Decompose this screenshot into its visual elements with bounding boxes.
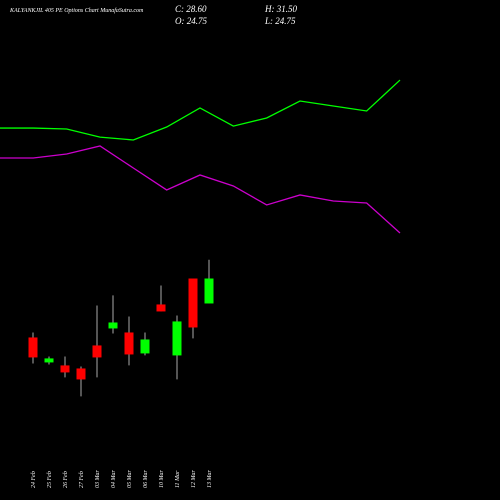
candle-body	[92, 345, 102, 358]
x-tick-label: 12 Mar	[191, 470, 197, 488]
x-tick-label: 25 Feb	[47, 471, 53, 488]
x-tick-label: 13 Mar	[207, 470, 213, 488]
x-tick-label: 27 Feb	[79, 471, 85, 488]
x-tick-label: 04 Mar	[110, 470, 117, 488]
x-tick-label: 05 Mar	[127, 470, 133, 488]
candle-body	[188, 278, 198, 328]
x-tick-label: 11 Mar	[175, 470, 181, 488]
candle-body	[156, 304, 166, 312]
close-label: C: 28.60	[175, 4, 207, 14]
high-label: H: 31.50	[264, 4, 297, 14]
candle-body	[140, 339, 150, 354]
chart-title: KALYANKJIL 405 PE Options Chart MunafaSu…	[9, 7, 144, 14]
indicator-line	[0, 145, 401, 234]
candle-body	[60, 365, 70, 373]
low-label: L: 24.75	[264, 16, 296, 26]
candle-body	[76, 368, 86, 380]
x-tick-label: 03 Mar	[95, 470, 101, 488]
candle-body	[44, 358, 54, 363]
candle-body	[172, 321, 182, 356]
x-tick-label: 24 Feb	[30, 471, 37, 488]
candle-body	[204, 278, 214, 304]
open-label: O: 24.75	[175, 16, 207, 26]
candle-body	[124, 332, 134, 355]
x-tick-label: 06 Mar	[143, 470, 149, 488]
x-tick-label: 26 Feb	[63, 471, 69, 488]
candle-body	[28, 337, 38, 358]
candle-body	[108, 322, 118, 329]
indicator-line	[0, 79, 401, 141]
x-tick-label: 10 Mar	[159, 470, 165, 488]
